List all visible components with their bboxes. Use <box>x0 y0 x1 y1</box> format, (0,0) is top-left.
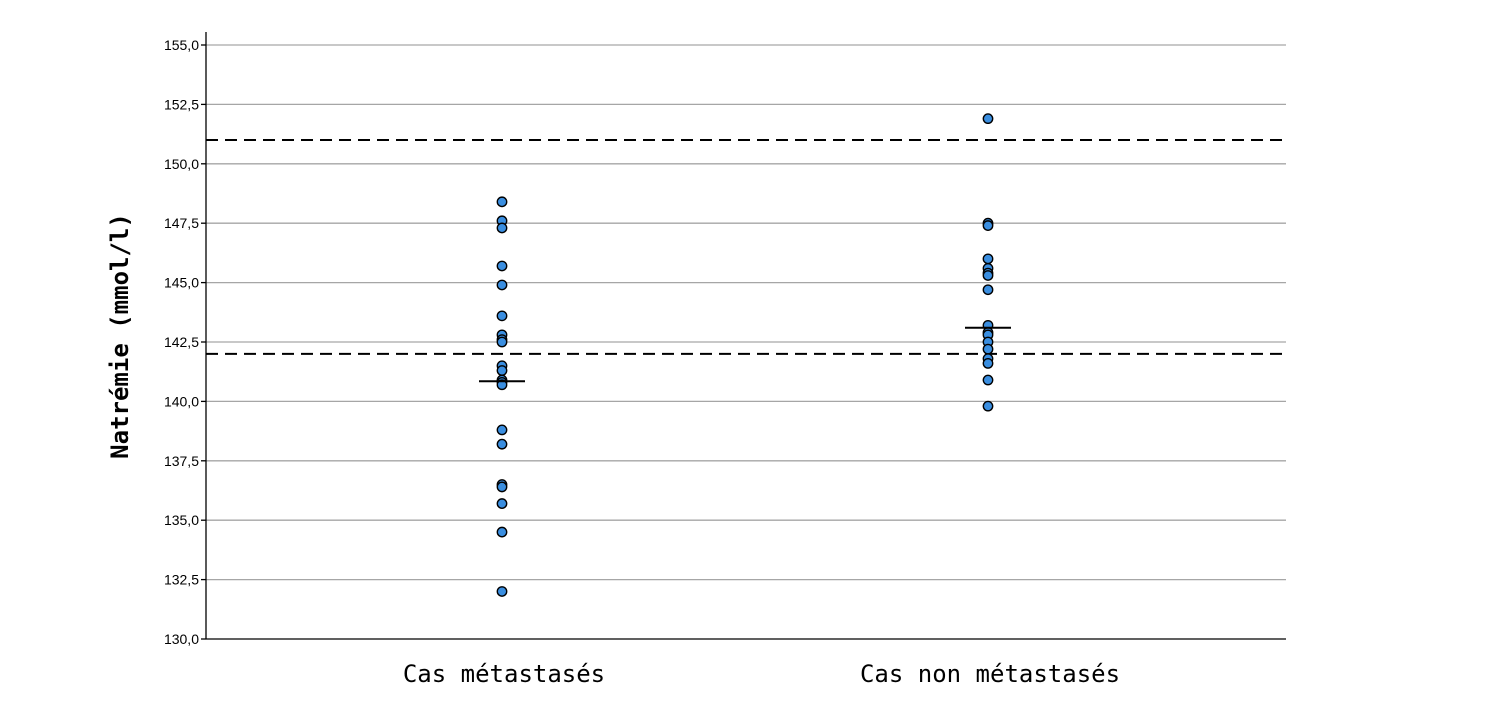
data-point <box>982 253 994 265</box>
data-point <box>982 113 994 125</box>
data-point <box>496 196 508 208</box>
data-points <box>496 113 994 597</box>
y-tick-label: 132,5 <box>164 572 199 588</box>
grid-lines <box>206 44 1286 581</box>
data-point <box>496 498 508 509</box>
data-point <box>496 336 508 348</box>
data-point <box>982 220 994 231</box>
y-tick-label: 137,5 <box>164 453 199 469</box>
data-point <box>496 310 508 322</box>
data-point <box>496 438 508 450</box>
data-point <box>982 270 994 281</box>
y-tick-label: 142,5 <box>164 334 199 350</box>
data-point <box>982 343 994 355</box>
data-point <box>496 365 508 376</box>
y-tick-label: 140,0 <box>164 393 199 409</box>
y-axis-title: Natrémie (mmol/l) <box>106 213 134 459</box>
data-point <box>496 481 508 493</box>
data-point <box>496 586 508 597</box>
y-tick-label: 147,5 <box>164 215 199 231</box>
y-tick-label: 130,0 <box>164 631 199 647</box>
data-point <box>496 379 508 391</box>
mean-markers <box>479 326 1011 383</box>
data-point <box>496 260 508 272</box>
data-point <box>982 357 994 369</box>
data-point <box>982 374 994 386</box>
data-point <box>496 279 508 291</box>
data-point <box>496 222 508 234</box>
data-point <box>496 424 508 436</box>
y-tick-label: 155,0 <box>164 37 199 53</box>
category-labels: Cas métastasés Cas non métastasés <box>403 660 1120 688</box>
data-point <box>982 284 994 296</box>
category-label: Cas non métastasés <box>860 660 1120 688</box>
category-label: Cas métastasés <box>403 660 605 688</box>
y-tick-label: 152,5 <box>164 96 199 112</box>
data-point <box>496 526 508 538</box>
data-point <box>982 400 994 412</box>
y-tick-label: 135,0 <box>164 512 199 528</box>
y-tick-label: 150,0 <box>164 156 199 172</box>
y-tick-labels: 130,0 132,5 135,0 137,5 140,0 142,5 145,0 147,5… <box>164 37 206 647</box>
axes <box>205 32 1286 640</box>
reference-lines <box>206 139 1286 355</box>
y-tick-label: 145,0 <box>164 275 199 291</box>
